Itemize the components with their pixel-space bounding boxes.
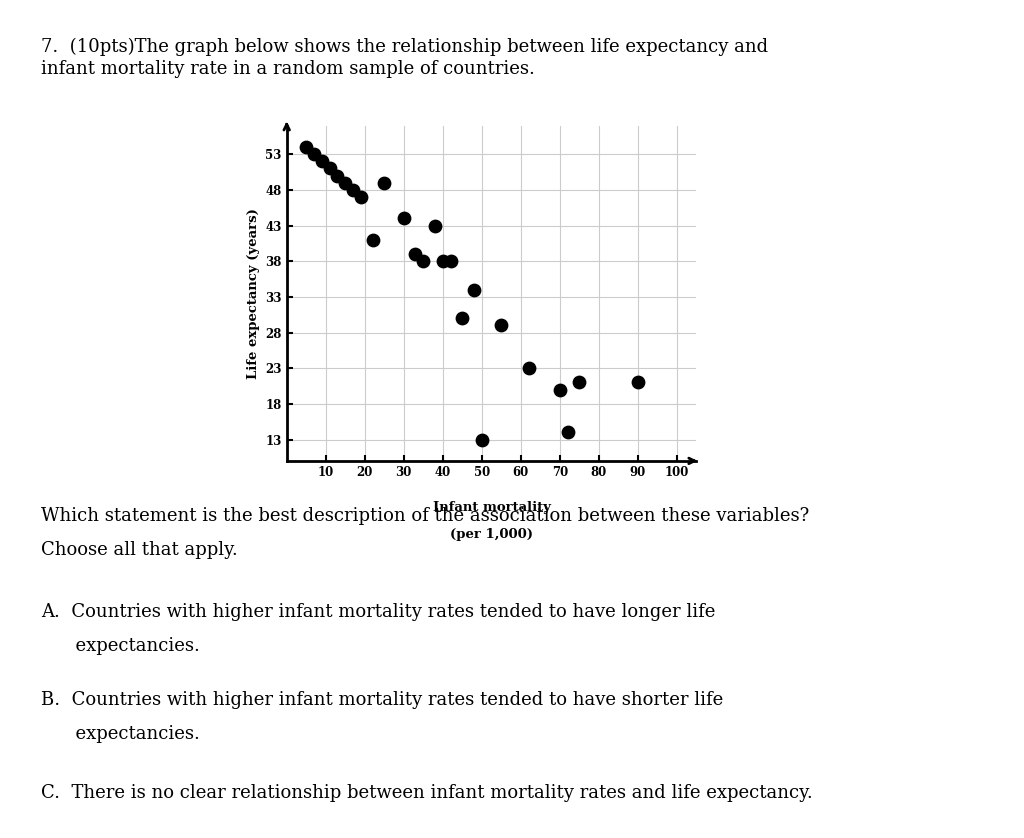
Point (322, 162, 338, 175)
Point (330, 169, 346, 183)
Text: expectancies.: expectancies. (41, 725, 200, 742)
Text: B.  Countries with higher infant mortality rates tended to have shorter life: B. Countries with higher infant mortalit… (41, 691, 723, 709)
Point (442, 255, 459, 268)
Point (415, 255, 431, 268)
Point (454, 312, 470, 325)
Point (427, 219, 443, 232)
Y-axis label: Life expectancy (years): Life expectancy (years) (247, 208, 260, 379)
Point (345, 184, 361, 197)
Text: A.  Countries with higher infant mortality rates tended to have longer life: A. Countries with higher infant mortalit… (41, 603, 716, 621)
Point (466, 283, 482, 297)
Text: expectancies.: expectancies. (41, 637, 200, 654)
Point (298, 141, 314, 154)
Point (352, 190, 369, 204)
Point (520, 361, 537, 375)
Point (306, 147, 323, 161)
Point (630, 375, 646, 389)
Point (408, 247, 424, 261)
Point (494, 318, 510, 332)
Point (313, 155, 330, 168)
Point (473, 432, 489, 446)
Point (376, 176, 392, 189)
Text: 7.  (10pts)The graph below shows the relationship between life expectancy and: 7. (10pts)The graph below shows the rela… (41, 38, 768, 56)
Point (365, 233, 381, 246)
Point (337, 176, 353, 189)
Point (559, 426, 575, 439)
Text: Choose all that apply.: Choose all that apply. (41, 541, 238, 558)
Text: (per 1,000): (per 1,000) (450, 528, 534, 541)
Point (434, 255, 451, 268)
Point (395, 212, 412, 225)
Text: C.  There is no clear relationship between infant mortality rates and life expec: C. There is no clear relationship betwee… (41, 784, 813, 801)
Point (571, 375, 588, 389)
Text: Which statement is the best description of the association between these variabl: Which statement is the best description … (41, 507, 809, 525)
Text: Infant mortality: Infant mortality (432, 501, 551, 515)
Text: infant mortality rate in a random sample of countries.: infant mortality rate in a random sample… (41, 60, 535, 78)
Point (552, 383, 568, 396)
